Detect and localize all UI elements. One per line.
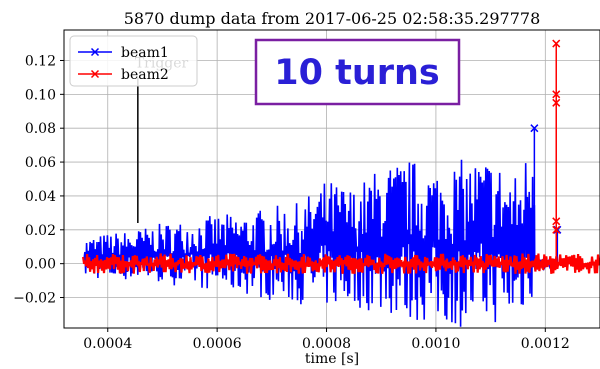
legend-label-beam2: beam2 [121, 67, 169, 83]
chart-title: 5870 dump data from 2017-06-25 02:58:35.… [124, 9, 541, 28]
y-tick-label: 0.00 [25, 257, 56, 273]
beam2-marker [552, 98, 561, 107]
beam2-marker [552, 39, 561, 48]
beam1-line [82, 159, 557, 327]
y-tick-label: 0.10 [25, 87, 56, 103]
beam2-line [82, 253, 600, 274]
beam1-marker [530, 124, 539, 133]
y-tick-label: 0.12 [25, 53, 56, 69]
series-layer [82, 39, 600, 327]
series-beam2 [82, 39, 600, 274]
legend-marker-beam1 [90, 47, 100, 57]
x-tick-label: 0.0008 [302, 336, 351, 352]
plot-frame [63, 29, 600, 329]
y-tick-label: 0.02 [25, 223, 56, 239]
y-tick-label: 0.06 [25, 155, 56, 171]
y-tick-label: 0.04 [25, 189, 56, 205]
legend-marker-beam2 [90, 69, 100, 79]
legend: beam1 beam2 [69, 35, 198, 87]
y-tick-label: −0.02 [13, 291, 56, 307]
beam2-marker [552, 90, 561, 99]
x-tick-label: 0.0010 [411, 336, 460, 352]
y-tick-label: 0.08 [25, 121, 56, 137]
x-tick-label: 0.0006 [193, 336, 242, 352]
series-beam1 [82, 124, 562, 327]
x-tick-label: 0.0012 [521, 336, 570, 352]
x-axis-label: time [s] [305, 351, 359, 367]
y-axis: −0.02 0.00 0.02 0.04 0.06 0.08 0.10 0.12 [13, 53, 64, 307]
legend-label-beam1: beam1 [121, 45, 169, 61]
annotation-text: 10 turns [274, 53, 440, 93]
x-axis: 0.0004 0.0006 0.0008 0.0010 0.0012 [83, 328, 570, 352]
annotation-box: 10 turns [254, 38, 461, 106]
beam1-marker [553, 225, 562, 234]
beam2-marker [552, 225, 561, 234]
beam2-marker [552, 217, 561, 226]
annotation-frame [254, 38, 461, 106]
x-tick-label: 0.0004 [83, 336, 132, 352]
